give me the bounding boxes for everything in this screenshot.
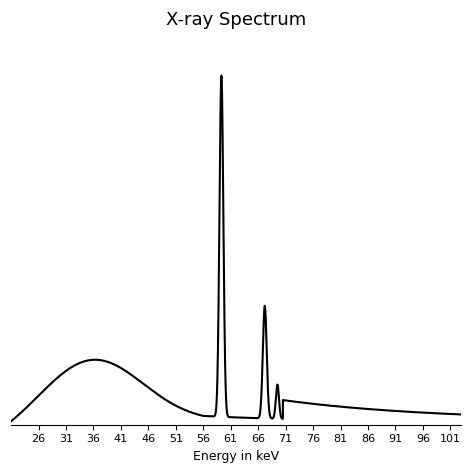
Title: X-ray Spectrum: X-ray Spectrum	[166, 11, 306, 29]
X-axis label: Energy in keV: Energy in keV	[193, 450, 279, 463]
